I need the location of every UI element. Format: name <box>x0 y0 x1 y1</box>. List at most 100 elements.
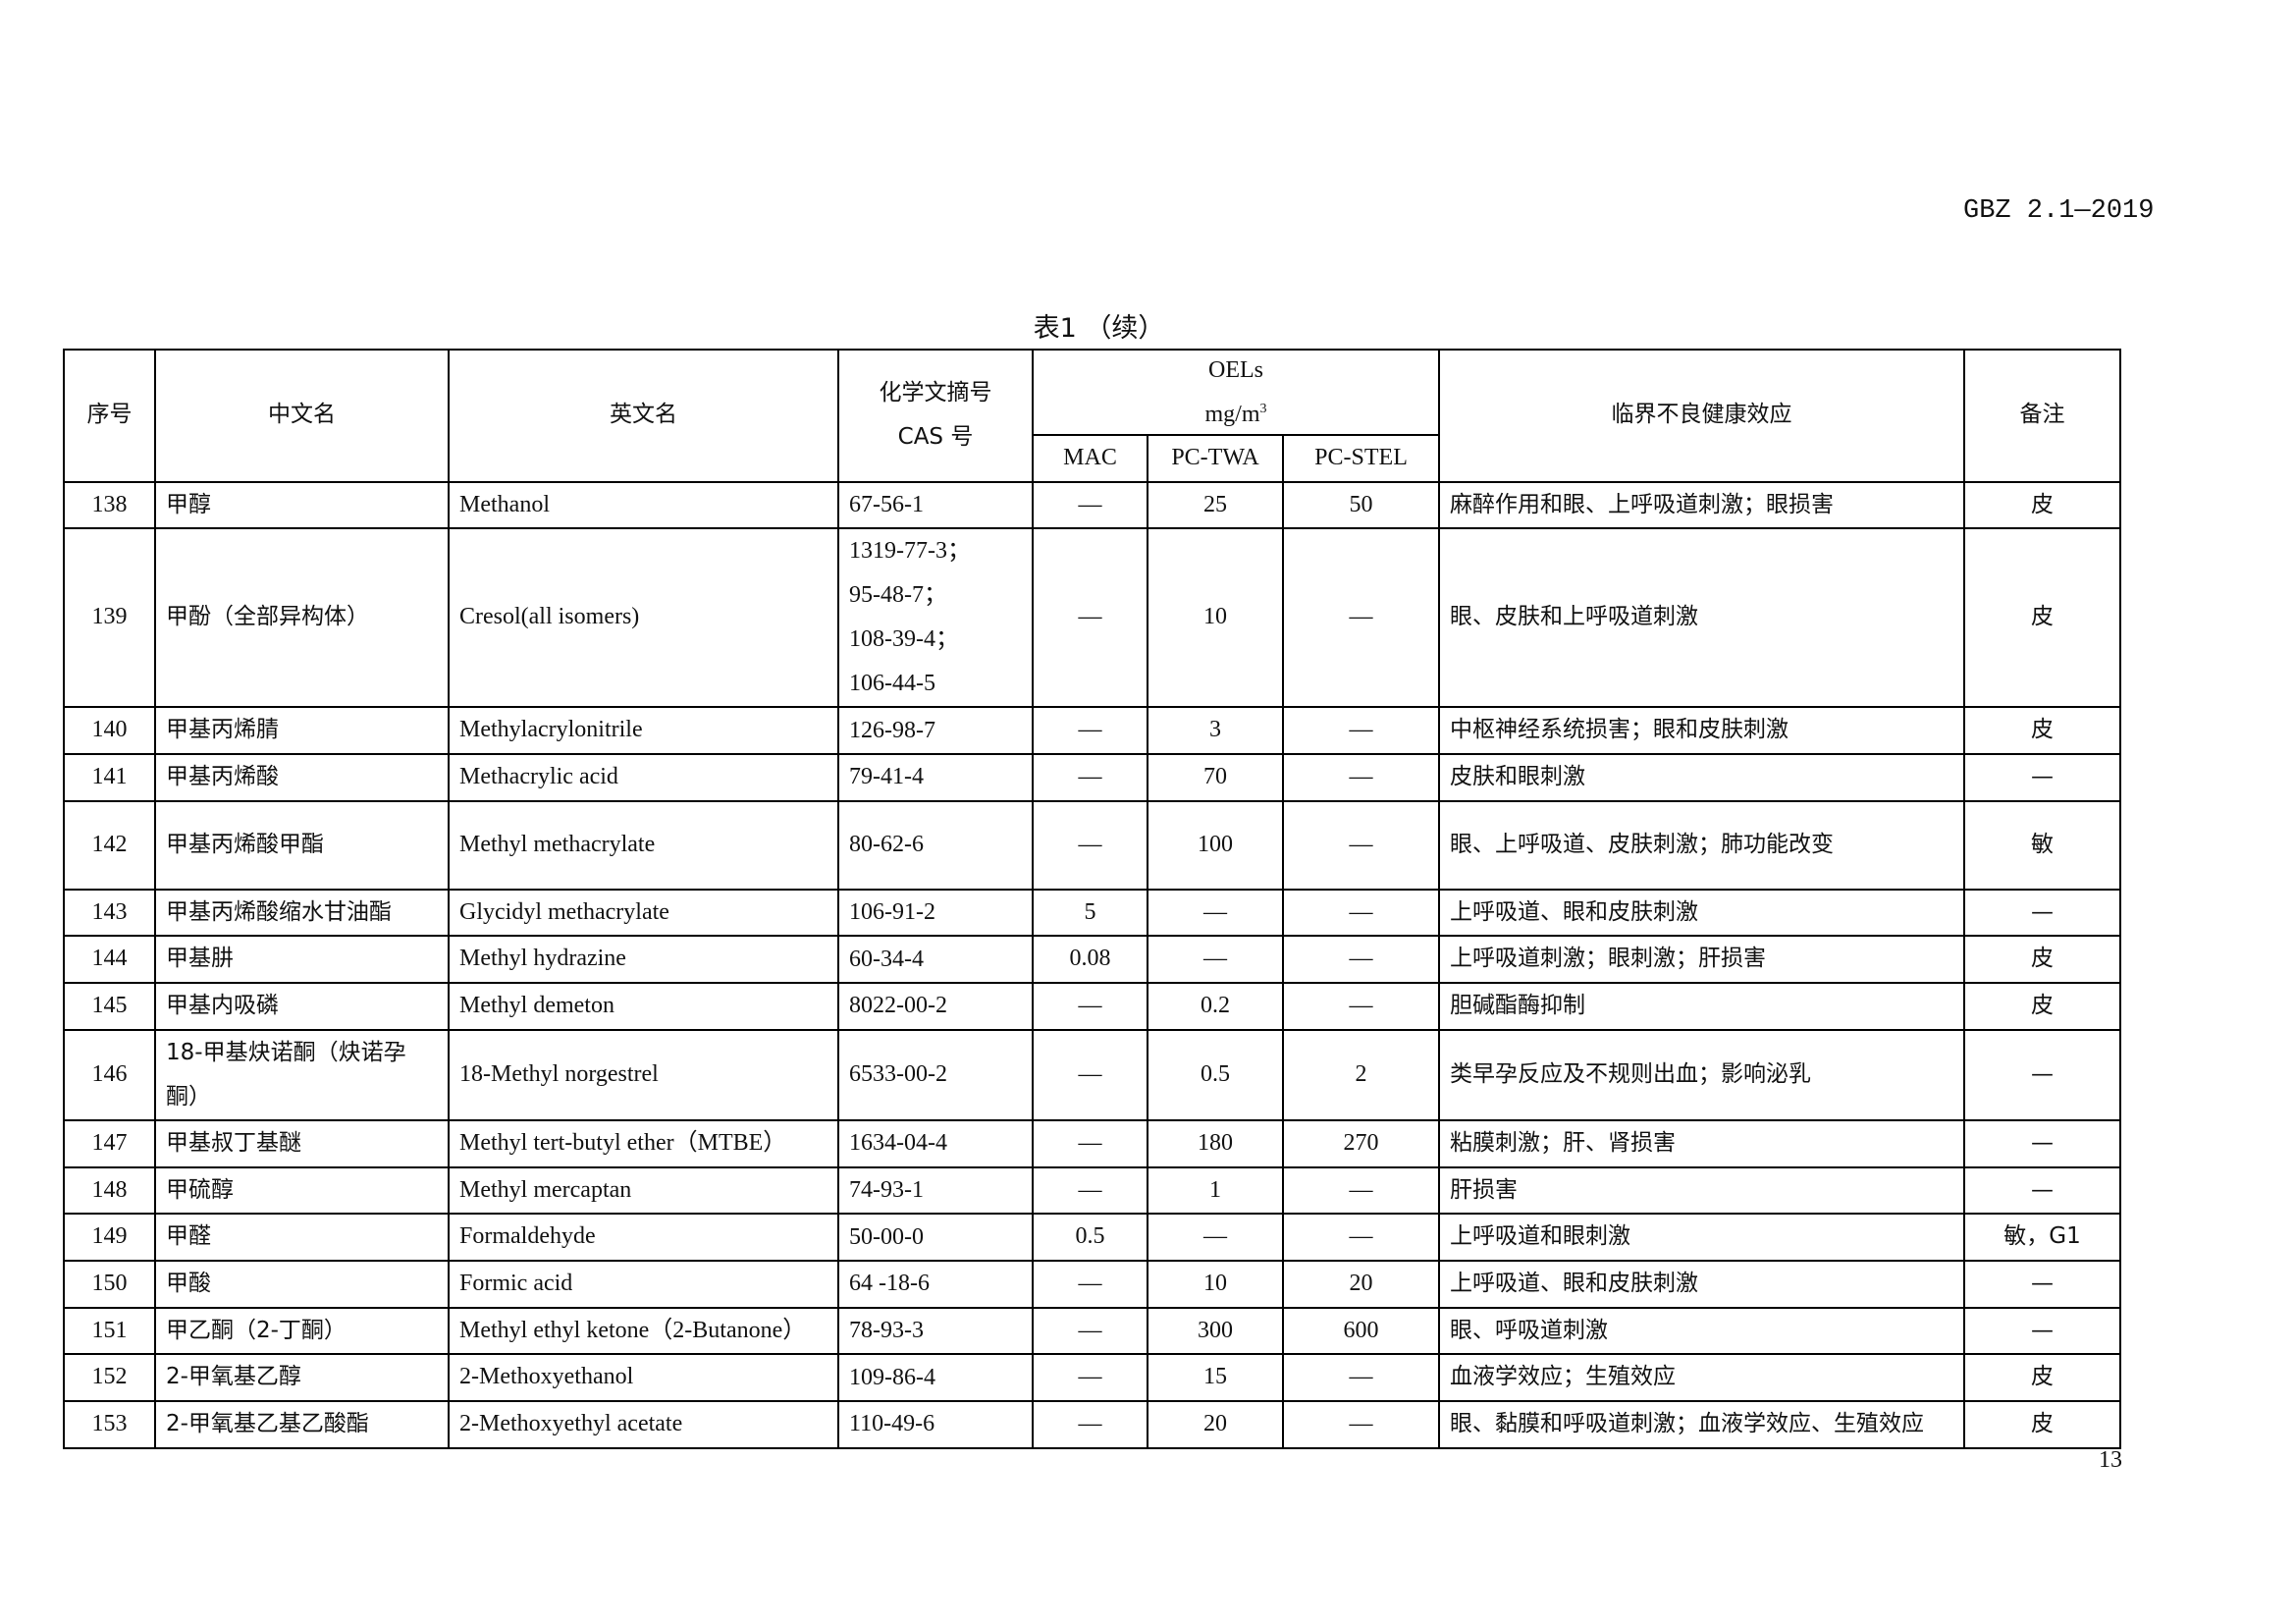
cas-number: 8022-00-2 <box>849 993 947 1019</box>
header-pc-twa: PC-TWA <box>1147 434 1284 483</box>
cell-effect: 眼、上呼吸道、皮肤刺激；肺功能改变 <box>1438 799 1966 891</box>
cas-number: 50-00-0 <box>849 1223 924 1250</box>
cell-en-name: Methyl demeton <box>448 981 839 1031</box>
cell-mac: — <box>1032 1165 1148 1216</box>
cas-number: 1319-77-3； <box>849 538 971 565</box>
cas-number: 74-93-1 <box>849 1176 924 1203</box>
cell-en-name: 2-Methoxyethyl acetate <box>448 1399 839 1449</box>
cell-mac: — <box>1032 1353 1148 1402</box>
table-row: 141 甲基丙烯酸 Methacrylic acid 79-41-4—70— 皮肤和眼刺… <box>63 753 2122 802</box>
cas-number: 60-34-4 <box>849 946 924 972</box>
cell-pc-stel: — <box>1281 1213 1441 1263</box>
cell-remark: — <box>1963 888 2122 938</box>
cell-pc-twa: 10 <box>1147 527 1284 709</box>
cell-pc-twa: 3 <box>1147 706 1284 756</box>
table-title: 表1 （续） <box>0 306 2296 345</box>
table-row: 143 甲基丙烯酸缩水甘油酯 Glycidyl methacrylate 106-91… <box>63 888 2122 938</box>
cell-mac: — <box>1032 1399 1148 1449</box>
table-row: 152 2-甲氧基乙醇 2-Methoxyethanol 109-86-4—15— 血液… <box>63 1353 2122 1402</box>
cas-number: 78-93-3 <box>849 1318 924 1344</box>
header-mac: MAC <box>1032 434 1148 483</box>
cell-cn-name: 甲乙酮（2-丁酮） <box>154 1306 450 1356</box>
cell-pc-twa: 10 <box>1147 1260 1284 1309</box>
header-seq: 序号 <box>63 349 156 483</box>
table-row: 147 甲基叔丁基醚 Methyl tert-butyl ether（MTBE） 16… <box>63 1118 2122 1168</box>
table-row: 142 甲基丙烯酸甲酯 Methyl methacrylate 80-62-6 —100… <box>63 799 2122 891</box>
cell-cn-name: 甲醇 <box>154 480 450 530</box>
cell-mac: 5 <box>1032 888 1148 938</box>
cell-effect: 皮肤和眼刺激 <box>1438 753 1966 802</box>
cell-en-name: Formic acid <box>448 1260 839 1309</box>
header-en-name: 英文名 <box>448 349 839 483</box>
cell-pc-twa: 180 <box>1147 1118 1284 1168</box>
cell-effect: 胆碱酯酶抑制 <box>1438 981 1966 1031</box>
cell-seq: 152 <box>63 1353 156 1402</box>
cell-effect: 上呼吸道和眼刺激 <box>1438 1213 1966 1263</box>
cell-pc-stel: — <box>1281 799 1441 891</box>
cell-remark: — <box>1963 1306 2122 1356</box>
cell-remark: — <box>1963 1165 2122 1216</box>
cell-en-name: 18-Methyl norgestrel <box>448 1028 839 1121</box>
header-effect: 临界不良健康效应 <box>1438 349 1966 483</box>
cell-seq: 138 <box>63 480 156 530</box>
cell-pc-stel: — <box>1281 935 1441 984</box>
cell-remark: 皮 <box>1963 1353 2122 1402</box>
cas-number: 106-91-2 <box>849 899 935 926</box>
cell-remark: — <box>1963 1260 2122 1309</box>
table-title-text: 表1 （续） <box>1033 313 1165 344</box>
cell-mac: — <box>1032 753 1148 802</box>
cell-en-name: Methyl methacrylate <box>448 799 839 891</box>
unit-base: mg/m <box>1204 402 1260 427</box>
cell-cn-name: 甲基丙烯腈 <box>154 706 450 756</box>
cell-effect: 上呼吸道刺激；眼刺激；肝损害 <box>1438 935 1966 984</box>
table-row: 148 甲硫醇 Methyl mercaptan 74-93-1—1— 肝损害 — <box>63 1165 2122 1216</box>
cell-cas: 126-98-7 <box>837 706 1034 756</box>
cell-effect: 血液学效应；生殖效应 <box>1438 1353 1966 1402</box>
cell-pc-twa: 0.5 <box>1147 1028 1284 1121</box>
cell-seq: 141 <box>63 753 156 802</box>
cell-remark: — <box>1963 1118 2122 1168</box>
cell-pc-twa: — <box>1147 935 1284 984</box>
cell-en-name: Glycidyl methacrylate <box>448 888 839 938</box>
cell-seq: 140 <box>63 706 156 756</box>
table-row: 149 甲醛 Formaldehyde 50-00-0 0.5— — 上呼吸道和眼刺激 敏，G… <box>63 1213 2122 1263</box>
cell-cn-name: 18-甲基炔诺酮（炔诺孕酮） <box>154 1028 450 1121</box>
cell-pc-twa: 300 <box>1147 1306 1284 1356</box>
cell-remark: 皮 <box>1963 935 2122 984</box>
cell-cn-name: 甲硫醇 <box>154 1165 450 1216</box>
cell-cas: 64 -18-6 <box>837 1260 1034 1309</box>
cell-pc-stel: — <box>1281 1399 1441 1449</box>
cell-en-name: Methyl tert-butyl ether（MTBE） <box>448 1118 839 1168</box>
cell-effect: 眼、皮肤和上呼吸道刺激 <box>1438 527 1966 709</box>
cell-pc-stel: — <box>1281 888 1441 938</box>
cell-effect: 粘膜刺激；肝、肾损害 <box>1438 1118 1966 1168</box>
cas-number: 95-48-7； <box>849 582 947 609</box>
cas-number: 110-49-6 <box>849 1411 935 1437</box>
table-row: 138 甲醇 Methanol 67-56-1 —25 50 麻醉作用和眼、上呼吸道刺激；眼… <box>63 480 2122 530</box>
cell-effect: 中枢神经系统损害；眼和皮肤刺激 <box>1438 706 1966 756</box>
cell-pc-stel: — <box>1281 1165 1441 1216</box>
cell-en-name: Formaldehyde <box>448 1213 839 1263</box>
cell-cn-name: 甲酸 <box>154 1260 450 1309</box>
cell-cas: 109-86-4 <box>837 1353 1034 1402</box>
header-oels-label: OELs <box>1208 357 1264 383</box>
table-row: 150 甲酸 Formic acid 64 -18-6—10 20 上呼吸道、眼和皮肤刺激… <box>63 1260 2122 1309</box>
cell-pc-twa: 100 <box>1147 799 1284 891</box>
cell-cn-name: 甲基丙烯酸甲酯 <box>154 799 450 891</box>
cell-pc-twa: 0.2 <box>1147 981 1284 1031</box>
cell-pc-twa: 1 <box>1147 1165 1284 1216</box>
cell-cas: 1319-77-3； 95-48-7； 108-39-4； 106-44-5 <box>837 527 1034 709</box>
cell-effect: 麻醉作用和眼、上呼吸道刺激；眼损害 <box>1438 480 1966 530</box>
cell-seq: 146 <box>63 1028 156 1121</box>
cell-pc-stel: — <box>1281 981 1441 1031</box>
cas-number: 79-41-4 <box>849 764 924 790</box>
cell-pc-stel: — <box>1281 1353 1441 1402</box>
cas-number: 1634-04-4 <box>849 1130 947 1157</box>
cell-en-name: 2-Methoxyethanol <box>448 1353 839 1402</box>
cell-effect: 眼、呼吸道刺激 <box>1438 1306 1966 1356</box>
cell-seq: 149 <box>63 1213 156 1263</box>
cell-mac: — <box>1032 1028 1148 1121</box>
header-cn-name: 中文名 <box>154 349 450 483</box>
cell-remark: 皮 <box>1963 480 2122 530</box>
header-cas-line1: 化学文摘号 <box>879 380 992 406</box>
